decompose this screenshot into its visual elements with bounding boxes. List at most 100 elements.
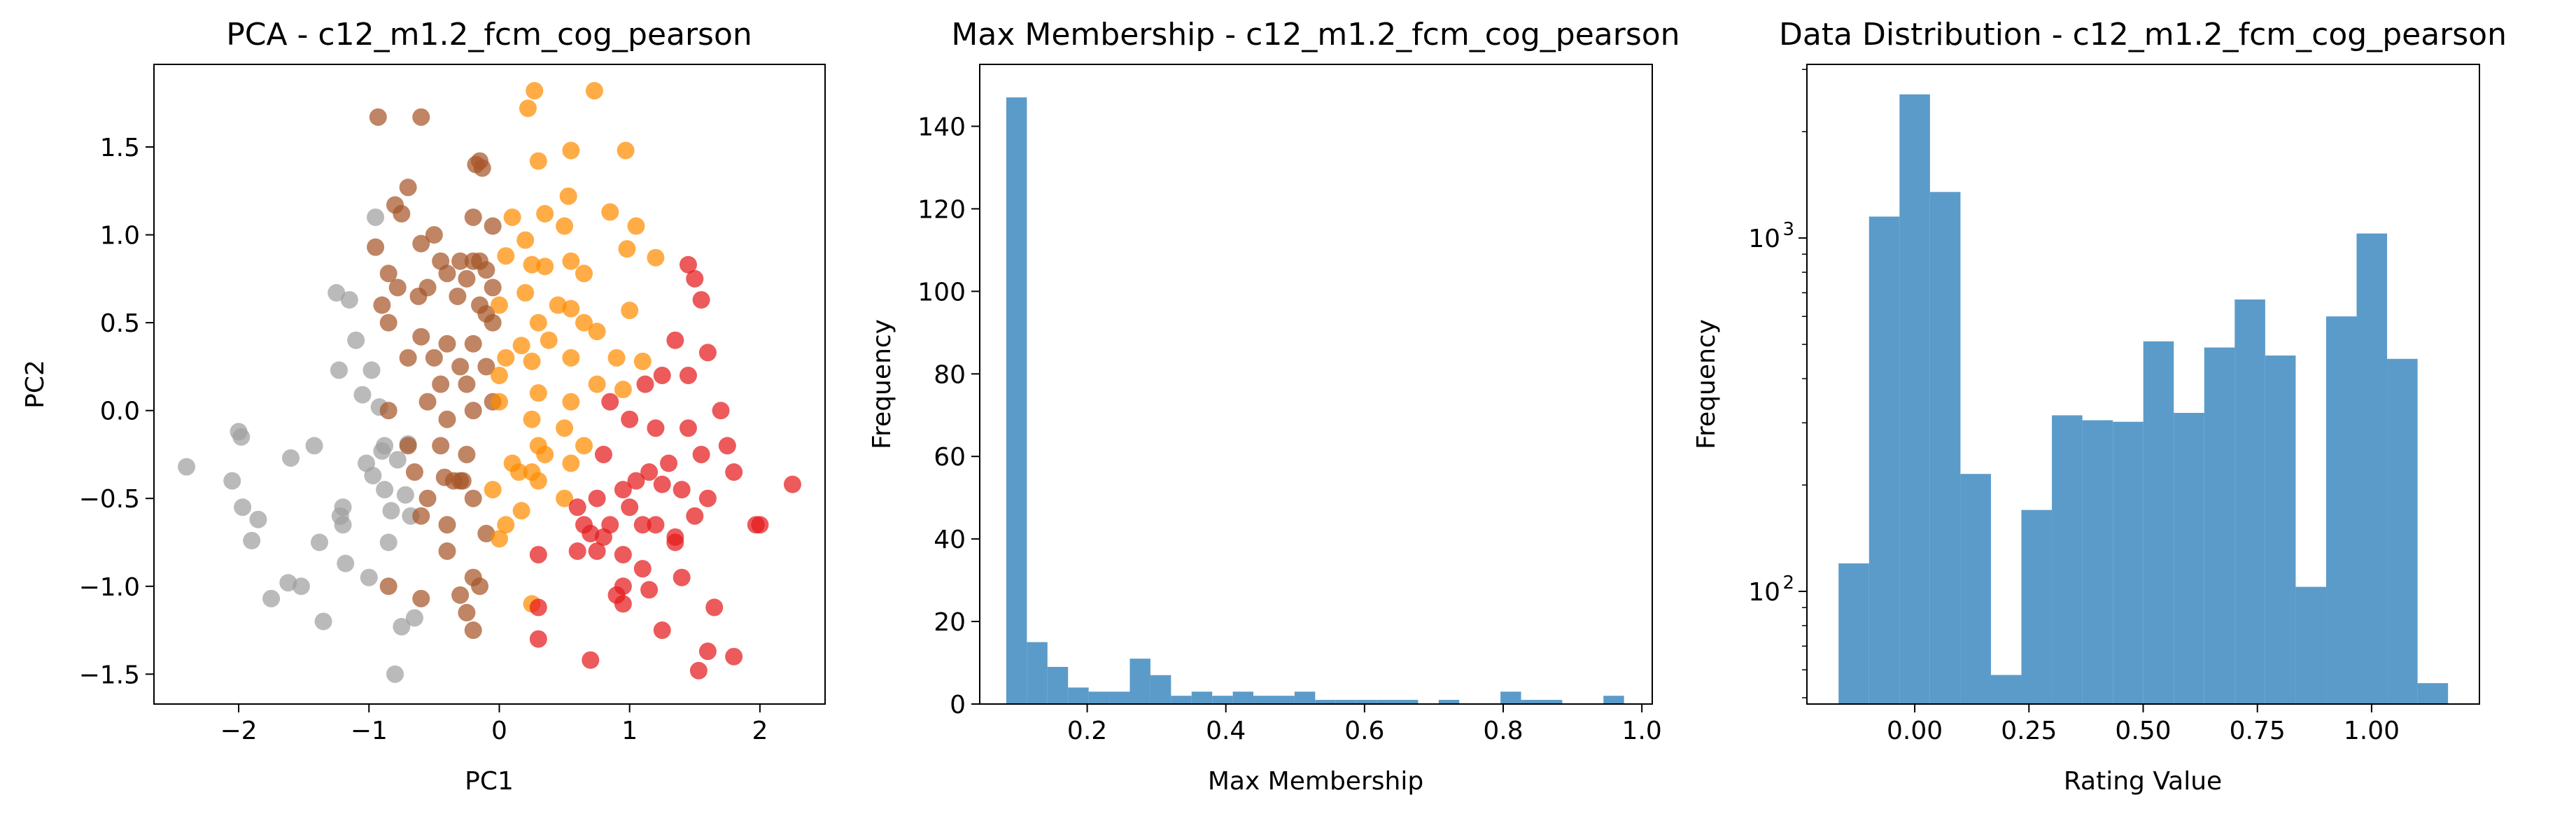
histogram-bar [2387, 358, 2418, 704]
scatter-point [425, 349, 443, 367]
pca-x-ticks: −2 −1 0 1 2 [220, 704, 768, 745]
scatter-point [559, 187, 577, 205]
scatter-point [388, 279, 407, 297]
scatter-point [451, 252, 470, 270]
scatter-point [562, 454, 580, 472]
y-tick-label: 120 [917, 195, 966, 224]
scatter-point [376, 437, 394, 455]
scatter-point [698, 489, 717, 507]
y-tick-label: 140 [917, 113, 966, 141]
scatter-point [529, 152, 547, 170]
scatter-point [464, 402, 482, 420]
scatter-point [529, 630, 547, 648]
x-tick-label: 0.75 [2230, 717, 2286, 745]
histogram-bar [1335, 700, 1357, 704]
histogram-bar [2356, 233, 2388, 704]
scatter-point [330, 361, 348, 379]
scatter-point [379, 314, 397, 332]
scatter-point [490, 530, 508, 548]
scatter-point [523, 255, 541, 274]
pca-scatter-points [178, 82, 801, 683]
scatter-point [526, 82, 544, 100]
x-tick-label: 1.00 [2344, 717, 2400, 745]
scatter-point [562, 393, 580, 411]
scatter-point [412, 589, 430, 607]
scatter-point [249, 510, 267, 528]
scatter-point [536, 445, 554, 463]
membership-title: Max Membership - c12_m1.2_fcm_cog_pearso… [951, 17, 1680, 52]
scatter-point [340, 290, 358, 309]
scatter-point [666, 331, 684, 349]
histogram-bar [1603, 696, 1624, 704]
scatter-point [405, 609, 423, 627]
scatter-point [568, 542, 586, 561]
histogram-bar [1356, 700, 1377, 704]
y-tick-exponent: 3 [1782, 219, 1794, 240]
histogram-bar [1006, 97, 1027, 704]
y-tick-label: −0.5 [79, 485, 140, 514]
scatter-point [438, 265, 456, 283]
scatter-point [556, 489, 574, 507]
scatter-point [529, 598, 547, 617]
scatter-point [467, 155, 485, 174]
scatter-point [399, 178, 417, 197]
scatter-point [725, 463, 743, 481]
scatter-point [529, 546, 547, 564]
scatter-point [585, 82, 603, 100]
pca-y-ticks: −1.5 −1.0 −0.5 0.0 0.5 1.0 1.5 [79, 134, 154, 689]
scatter-point [405, 463, 423, 481]
scatter-point [614, 481, 632, 499]
x-tick-label: 1 [621, 717, 638, 745]
scatter-point [353, 386, 372, 404]
scatter-point [243, 531, 261, 549]
histogram-bar [2265, 356, 2296, 704]
histogram-bar [1838, 563, 1869, 704]
x-tick-label: 0.00 [1887, 717, 1943, 745]
scatter-point [673, 568, 691, 586]
scatter-point [282, 449, 300, 467]
scatter-point [497, 247, 515, 265]
scatter-point [712, 402, 730, 420]
histogram-bar [1109, 691, 1130, 704]
scatter-point [647, 516, 665, 534]
histogram-bar [2052, 415, 2083, 704]
pca-x-axis-label: PC1 [465, 767, 514, 796]
scatter-point [484, 314, 502, 332]
scatter-point [360, 568, 378, 586]
scatter-point [432, 437, 450, 455]
x-tick-label: 0 [491, 717, 507, 745]
scatter-point [373, 296, 391, 314]
y-tick-label: 100 [917, 278, 966, 307]
scatter-point [386, 665, 404, 683]
distribution-y-axis-label: Frequency [1692, 319, 1721, 449]
scatter-point [698, 344, 717, 362]
y-tick-label: 20 [934, 608, 966, 637]
scatter-point [647, 248, 665, 267]
histogram-bar [1438, 700, 1460, 704]
scatter-point [601, 203, 619, 221]
scatter-point [679, 366, 697, 384]
x-tick-label: 0.6 [1344, 717, 1384, 745]
scatter-point [588, 542, 606, 561]
scatter-point [432, 375, 450, 393]
histogram-bar [1541, 700, 1563, 704]
scatter-point [409, 287, 428, 305]
scatter-point [451, 358, 470, 376]
scatter-point [393, 618, 411, 636]
pca-scatter-panel: −2 −1 0 1 2 −1.5 −1.0 −0.5 0.0 0.5 1.0 1.5 PCA - c… [21, 17, 826, 796]
distribution-title: Data Distribution - c12_m1.2_fcm_cog_pea… [1779, 17, 2507, 52]
scatter-point [458, 375, 476, 393]
y-tick-label: 60 [934, 443, 966, 472]
histogram-bar [1212, 696, 1233, 704]
scatter-point [512, 502, 530, 520]
scatter-point [367, 238, 385, 256]
scatter-point [660, 454, 678, 472]
scatter-point [614, 381, 632, 399]
scatter-point [412, 328, 430, 346]
scatter-point [412, 108, 430, 126]
scatter-point [223, 472, 241, 490]
scatter-point [523, 410, 541, 428]
scatter-point [529, 384, 547, 402]
scatter-point [621, 410, 639, 428]
scatter-point [582, 651, 600, 669]
